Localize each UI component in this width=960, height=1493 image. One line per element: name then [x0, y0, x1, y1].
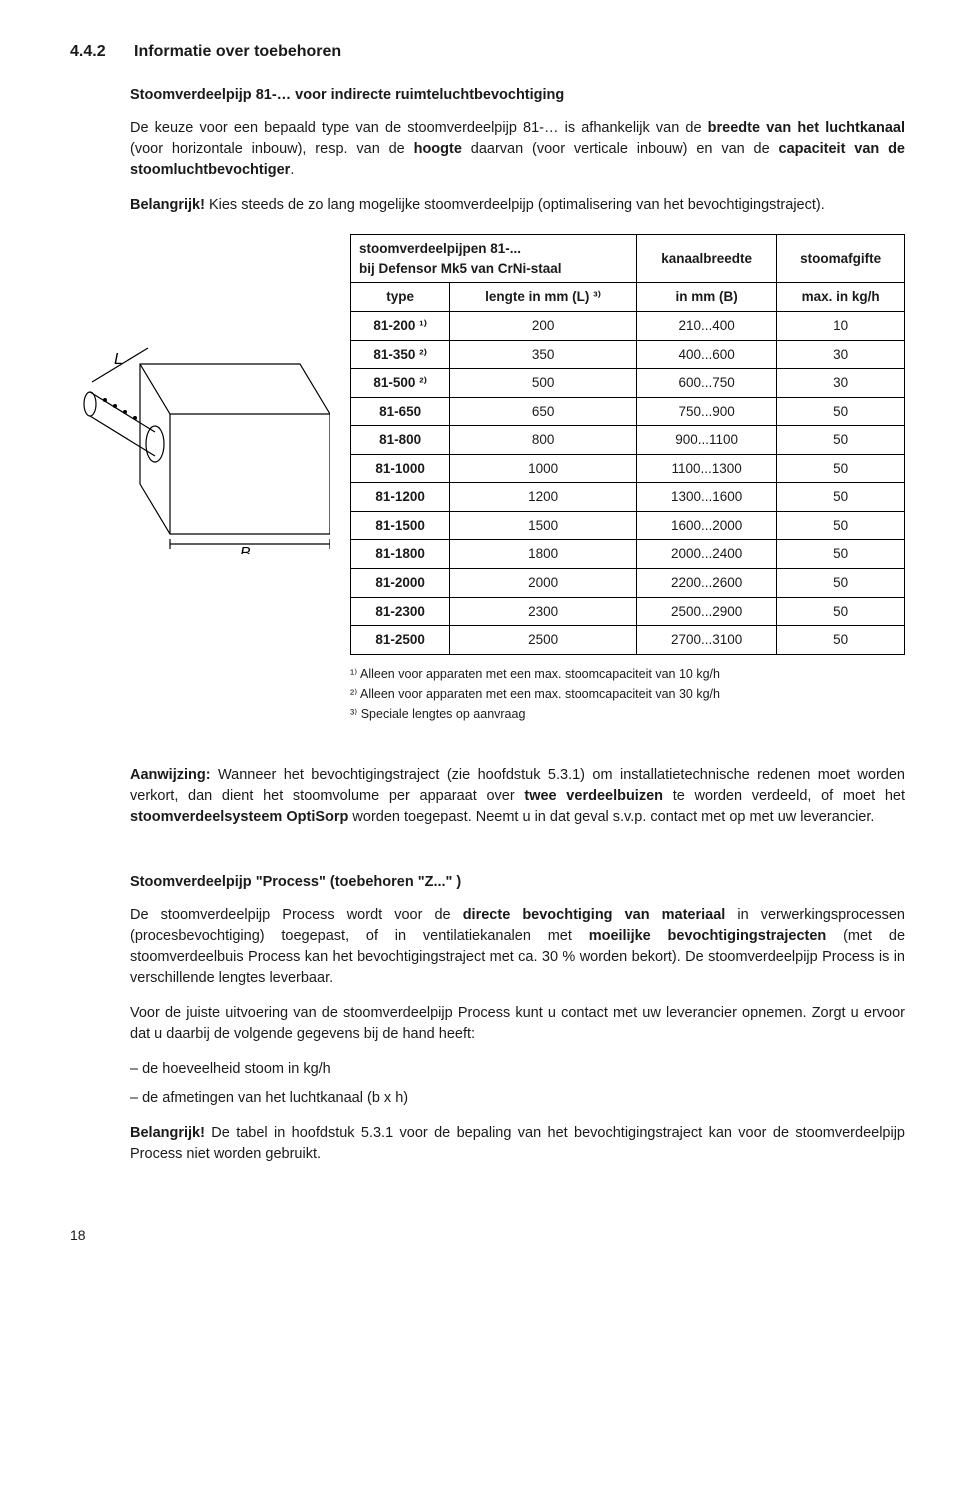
sub1-p2: Belangrijk! Kies steeds de zo lang mogel…: [130, 195, 905, 216]
sub1-heading: Stoomverdeelpijp 81-… voor indirecte rui…: [130, 85, 905, 106]
duct-diagram-icon: L B: [70, 334, 330, 554]
page-number: 18: [70, 1225, 905, 1245]
sub1-p1: De keuze voor een bepaald type van de st…: [130, 118, 905, 181]
spec-table: stoomverdeelpijpen 81-... bij Defensor M…: [350, 234, 905, 654]
table-row: 81-150015001600...200050: [351, 511, 905, 540]
spec-table-col: stoomverdeelpijpen 81-... bij Defensor M…: [350, 234, 905, 654]
table-row: 81-500 ²⁾500600...75030: [351, 369, 905, 398]
svg-text:L: L: [114, 351, 123, 368]
fn2: ²⁾ Alleen voor apparaten met een max. st…: [350, 685, 905, 703]
diagram-col: L B: [70, 234, 330, 654]
table-row: 81-120012001300...160050: [351, 483, 905, 512]
th-len: lengte in mm (L) ³⁾: [450, 283, 637, 312]
table-row: 81-650650750...90050: [351, 397, 905, 426]
section-title: Informatie over toebehoren: [134, 43, 341, 60]
table-row: 81-200020002200...260050: [351, 569, 905, 598]
svg-text:B: B: [240, 545, 251, 554]
table-row: 81-350 ²⁾350400...60030: [351, 340, 905, 369]
sub2-p1: De stoomverdeelpijp Process wordt voor d…: [130, 905, 905, 989]
table-row: 81-100010001100...130050: [351, 454, 905, 483]
li2: de afmetingen van het luchtkanaal (b x h…: [130, 1088, 905, 1109]
sub2-p2: Voor de juiste uitvoering van de stoomve…: [130, 1003, 905, 1045]
sub2-heading: Stoomverdeelpijp "Process" (toebehoren "…: [130, 872, 905, 893]
th-stoom: stoomafgifte: [777, 235, 905, 283]
fn3: ³⁾ Speciale lengtes op aanvraag: [350, 705, 905, 723]
table-row: 81-200 ¹⁾200210...40010: [351, 311, 905, 340]
figure-table-row: L B stoomve: [70, 234, 905, 654]
subsection-1: Stoomverdeelpijp 81-… voor indirecte rui…: [130, 85, 905, 216]
th-b: in mm (B): [636, 283, 776, 312]
th-kanaal: kanaalbreedte: [636, 235, 776, 283]
th-type: type: [351, 283, 450, 312]
fn1: ¹⁾ Alleen voor apparaten met een max. st…: [350, 665, 905, 683]
subsection-2: Stoomverdeelpijp "Process" (toebehoren "…: [130, 872, 905, 1165]
table-row: 81-250025002700...310050: [351, 626, 905, 655]
table-row: 81-230023002500...290050: [351, 597, 905, 626]
sub2-p3: Belangrijk! De tabel in hoofdstuk 5.3.1 …: [130, 1123, 905, 1165]
note-block: Aanwijzing: Wanneer het bevochtigingstra…: [130, 765, 905, 828]
li1: de hoeveelheid stoom in kg/h: [130, 1059, 905, 1080]
table-row: 81-800800900...110050: [351, 426, 905, 455]
table-footnotes: ¹⁾ Alleen voor apparaten met een max. st…: [350, 665, 905, 723]
table-row: 81-180018002000...240050: [351, 540, 905, 569]
section-number: 4.4.2: [70, 40, 130, 63]
th-max: max. in kg/h: [777, 283, 905, 312]
document-page: 4.4.2 Informatie over toebehoren Stoomve…: [0, 0, 960, 1296]
section-header: 4.4.2 Informatie over toebehoren: [70, 40, 905, 63]
th-group1: stoomverdeelpijpen 81-... bij Defensor M…: [351, 235, 637, 283]
sub2-list: de hoeveelheid stoom in kg/h de afmeting…: [130, 1059, 905, 1109]
